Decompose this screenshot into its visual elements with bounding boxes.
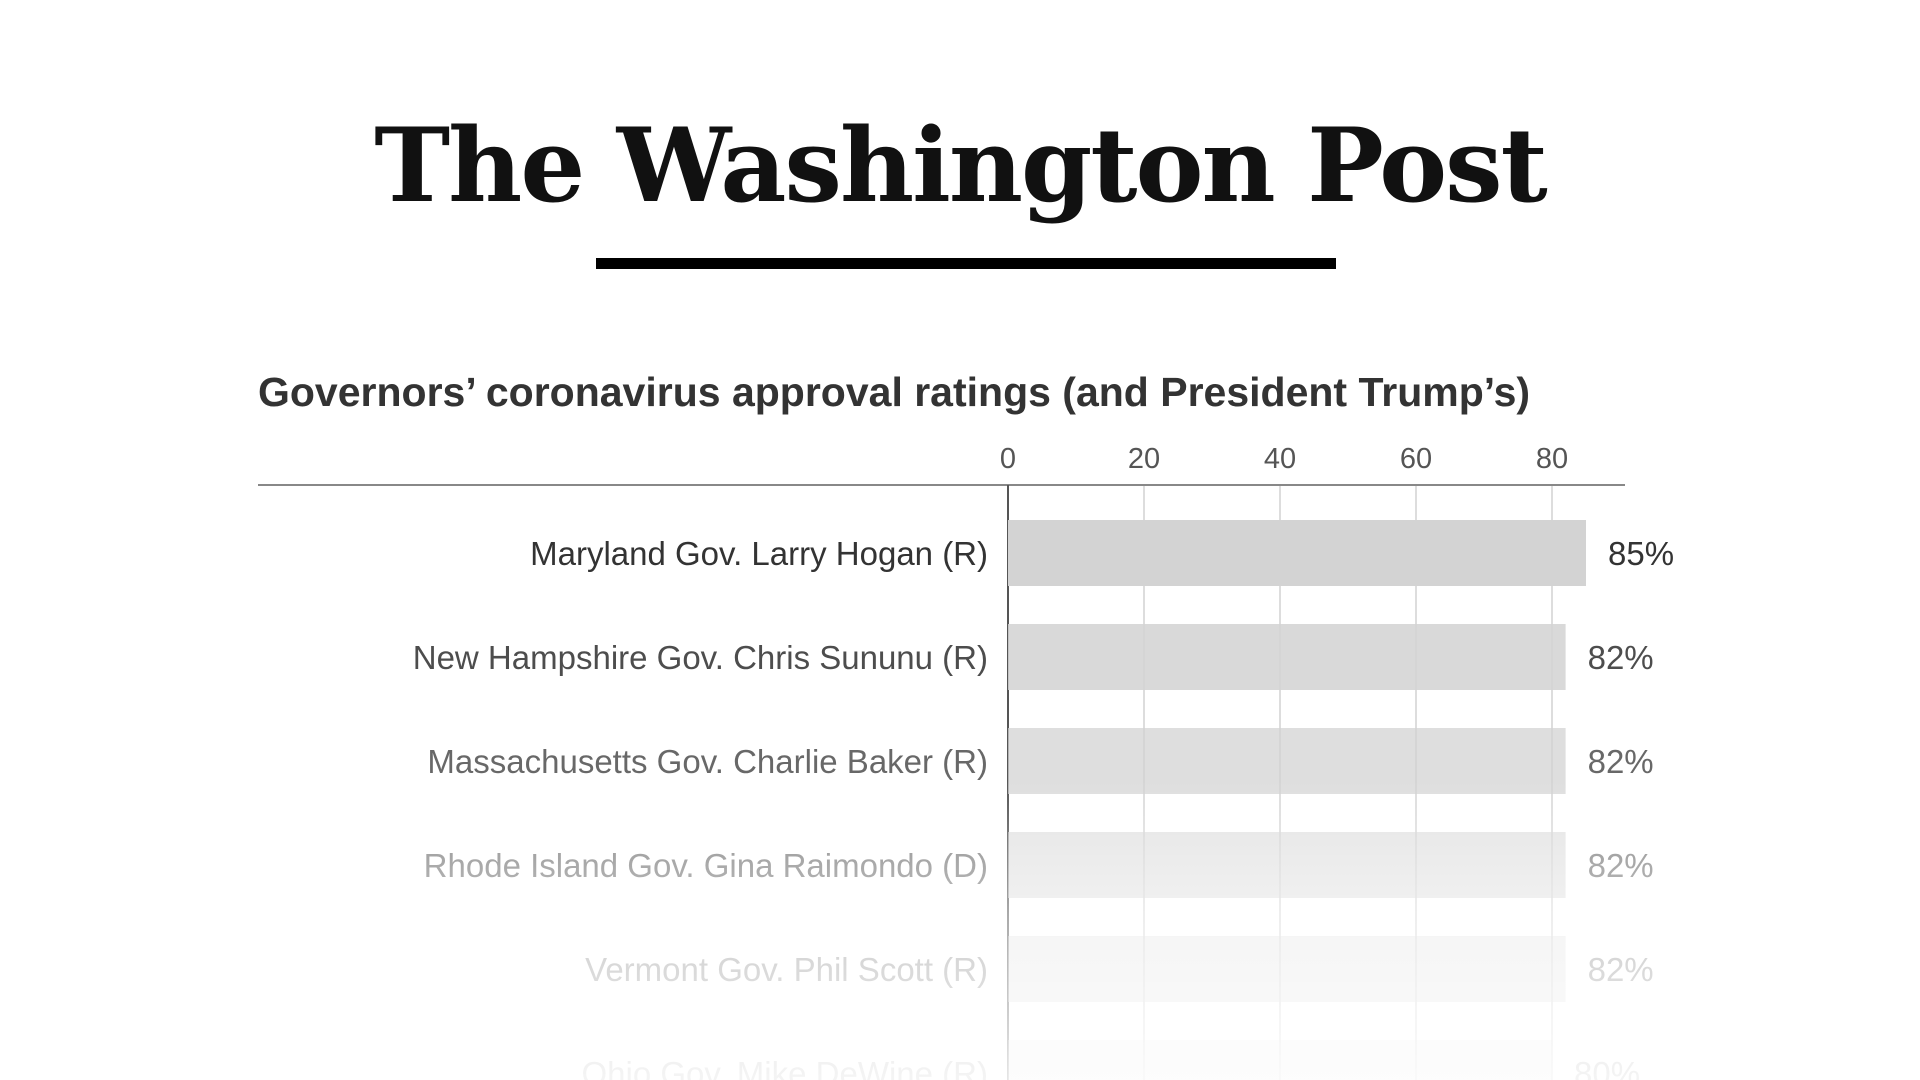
value-label-5: 80% (1574, 1055, 1640, 1080)
category-label-1: New Hampshire Gov. Chris Sununu (R) (413, 639, 988, 676)
x-tick-label-60: 60 (1400, 443, 1432, 475)
category-label-5: Ohio Gov. Mike DeWine (R) (582, 1055, 988, 1080)
bar-1 (1008, 624, 1566, 690)
category-label-0: Maryland Gov. Larry Hogan (R) (530, 535, 988, 572)
bar-3 (1008, 832, 1566, 898)
chart-title: Governors’ coronavirus approval ratings … (258, 369, 1531, 415)
x-tick-label-20: 20 (1128, 443, 1160, 475)
x-tick-label-80: 80 (1536, 443, 1568, 475)
bar-2 (1008, 728, 1566, 794)
value-label-0: 85% (1608, 535, 1674, 572)
washington-post-logo: The Washington Post (374, 106, 1547, 226)
bar-0 (1008, 520, 1586, 586)
bar-4 (1008, 936, 1566, 1002)
category-label-2: Massachusetts Gov. Charlie Baker (R) (427, 743, 988, 780)
category-label-4: Vermont Gov. Phil Scott (R) (585, 951, 988, 988)
value-label-2: 82% (1588, 743, 1654, 780)
x-tick-label-0: 0 (1000, 443, 1016, 475)
bar-5 (1008, 1040, 1552, 1080)
category-label-3: Rhode Island Gov. Gina Raimondo (D) (424, 847, 988, 884)
value-label-3: 82% (1588, 847, 1654, 884)
logo-rule (596, 258, 1336, 269)
logo-area: The Washington Post (0, 0, 1920, 290)
value-label-1: 82% (1588, 639, 1654, 676)
value-label-4: 82% (1588, 951, 1654, 988)
x-tick-label-40: 40 (1264, 443, 1296, 475)
